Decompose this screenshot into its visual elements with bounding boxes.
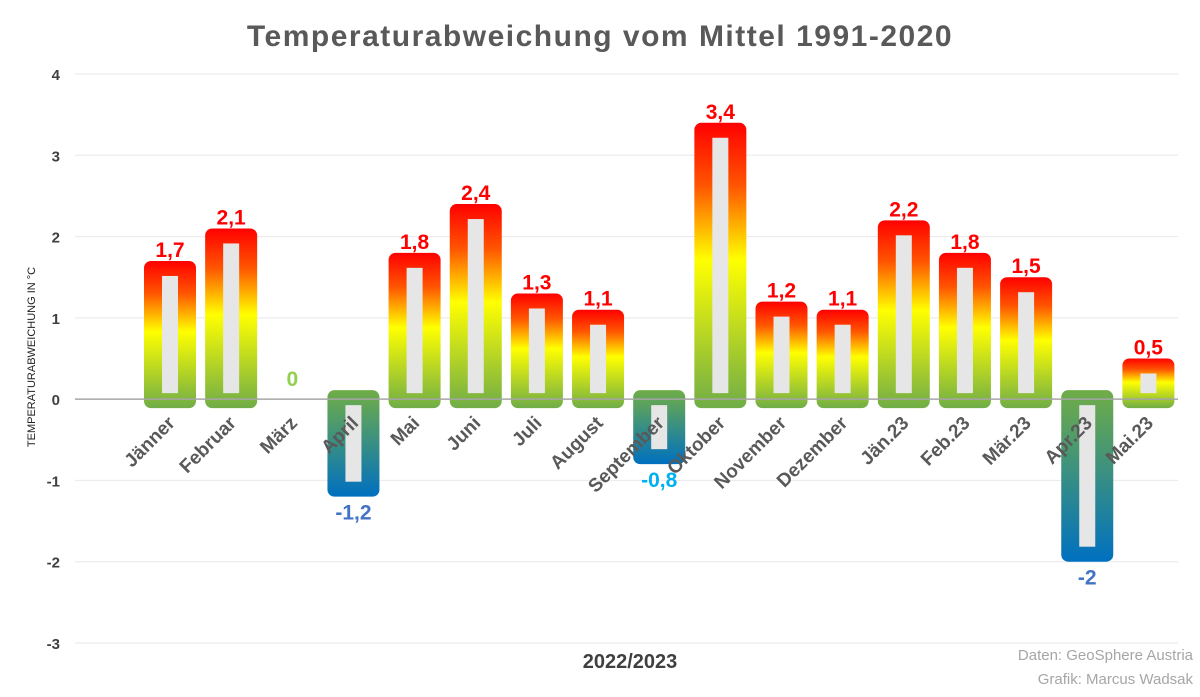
x-tick-label: März (256, 413, 301, 458)
data-labels: 1,7 2,1 0 -1,2 1,8 2,4 1,3 1,1 -0,8 3,4 1,2 1,1 2,2 1… (155, 101, 1163, 590)
y-axis-label: TEMPERATURABWEICHUNG IN °C (26, 267, 38, 447)
x-tick-label: Februar (176, 412, 241, 477)
x-axis-label: 2022/2023 (583, 651, 678, 673)
x-tick-label: Juli (508, 413, 546, 451)
bar-inner-6 (467, 219, 484, 394)
bar-inner-16 (1079, 405, 1096, 547)
bar-inner-12 (834, 324, 851, 394)
x-tick-label: Mär.23 (979, 413, 1036, 470)
bar-inner-4 (345, 405, 362, 482)
bar-inner-7 (528, 308, 545, 394)
y-tick-label: 4 (52, 67, 61, 84)
data-label: 1,2 (767, 280, 796, 303)
y-tick-label: 1 (52, 311, 60, 328)
bar-inner-2 (223, 243, 240, 394)
x-tick-label: Jän.23 (857, 413, 914, 470)
x-tick-label: Juni (443, 413, 485, 455)
bar-inner-5 (406, 267, 423, 394)
data-label: -2 (1078, 567, 1097, 590)
bar-inner-15 (1018, 292, 1035, 394)
y-tick-label: -2 (47, 555, 60, 572)
data-label: 0,5 (1134, 337, 1164, 360)
bar-inner-13 (895, 235, 912, 394)
data-label: 2,4 (461, 182, 491, 205)
data-label: 3,4 (706, 101, 736, 124)
credit-data-source: Daten: GeoSphere Austria (1018, 647, 1194, 664)
x-tick-label: Feb.23 (917, 413, 974, 470)
x-tick-label: Jänner (121, 412, 180, 471)
bar-inner-10 (712, 137, 729, 394)
x-tick-label: Mai (387, 413, 424, 450)
data-label: 2,1 (217, 206, 247, 229)
data-label: 1,3 (522, 271, 551, 294)
bar-inner-11 (773, 316, 790, 394)
bar-inner-9 (651, 405, 668, 450)
data-label: 1,1 (828, 288, 858, 311)
data-label: 1,1 (583, 288, 613, 311)
data-label: 1,8 (950, 231, 980, 254)
data-label: -0,8 (641, 469, 678, 492)
chart-title: Temperaturabweichung vom Mittel 1991-202… (247, 20, 953, 53)
y-tick-label: -1 (47, 473, 60, 490)
bars (144, 122, 1175, 562)
y-tick-label: 2 (52, 230, 60, 247)
data-label: 1,5 (1011, 255, 1041, 278)
data-label: 0 (286, 368, 298, 391)
y-tick-label: -3 (47, 636, 60, 653)
y-tick-label: 0 (52, 392, 60, 409)
y-tick-label: 3 (52, 148, 60, 165)
data-label: 2,2 (889, 198, 918, 221)
data-label: 1,7 (155, 239, 184, 262)
y-axis-ticks: -3 -2 -1 0 1 2 3 4 (47, 67, 61, 653)
data-label: -1,2 (335, 502, 371, 525)
bar-inner-1 (162, 275, 178, 394)
bar-inner-14 (956, 267, 973, 394)
credit-graphic-author: Grafik: Marcus Wadsak (1038, 671, 1194, 688)
bar-inner-8 (590, 324, 607, 394)
data-label: 1,8 (400, 231, 430, 254)
x-tick-label: August (546, 412, 608, 474)
gridlines (75, 73, 1178, 644)
bar-inner-17 (1140, 373, 1157, 394)
